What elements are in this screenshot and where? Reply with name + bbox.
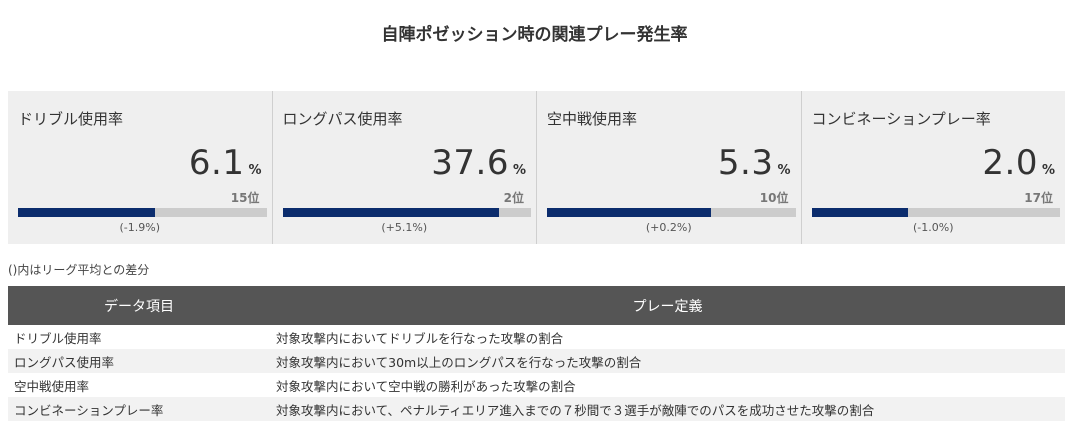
column-header-definition: プレー定義 xyxy=(270,286,1065,325)
progress-bar-fill xyxy=(547,208,711,217)
progress-bar-track xyxy=(282,208,531,217)
stat-value: 6.1 % xyxy=(189,143,262,183)
stat-value: 5.3 % xyxy=(718,143,791,183)
table-cell-definition: 対象攻撃内において、ペナルティエリア進入までの７秒間で３選手が敵陣でのパスを成功… xyxy=(270,397,1065,421)
table-cell-item: 空中戦使用率 xyxy=(14,378,90,394)
table-row: 空中戦使用率 対象攻撃内において空中戦の勝利があった攻撃の割合 xyxy=(8,373,1065,397)
stat-unit: % xyxy=(512,163,526,178)
stat-diff: (+5.1%) xyxy=(381,221,428,234)
table-cell-definition: 対象攻撃内においてドリブルを行なった攻撃の割合 xyxy=(276,330,564,346)
stat-number: 5.3 xyxy=(717,143,774,183)
stat-rank: 2位 xyxy=(503,191,524,205)
table-cell-definition: 対象攻撃内において空中戦の勝利があった攻撃の割合 xyxy=(276,378,576,394)
stat-rank: 15位 xyxy=(230,191,260,205)
progress-bar-fill xyxy=(18,208,155,217)
stat-unit: % xyxy=(248,163,262,178)
stat-value: 2.0 % xyxy=(982,143,1055,183)
stat-label: 空中戦使用率 xyxy=(547,110,638,128)
table-cell-definition: 対象攻撃内において30m以上のロングパスを行なった攻撃の割合 xyxy=(270,349,1065,373)
table-header-row: データ項目 プレー定義 xyxy=(8,286,1065,325)
stat-card-combination: コンビネーションプレー率 2.0 % 17位 (-1.0%) xyxy=(802,91,1066,244)
table-cell-item: ロングパス使用率 xyxy=(8,349,270,373)
stat-number: 37.6 xyxy=(431,143,509,183)
progress-bar-track xyxy=(811,208,1060,217)
footnote: ()内はリーグ平均との差分 xyxy=(8,263,150,277)
stats-panel: ドリブル使用率 6.1 % 15位 (-1.9%) ロングパス使用率 37.6 … xyxy=(8,91,1065,244)
table-row: ドリブル使用率 対象攻撃内においてドリブルを行なった攻撃の割合 xyxy=(8,325,1065,349)
stat-diff: (+0.2%) xyxy=(645,221,692,234)
column-header-item: データ項目 xyxy=(8,286,270,325)
stat-number: 2.0 xyxy=(982,143,1038,183)
stat-card-dribble: ドリブル使用率 6.1 % 15位 (-1.9%) xyxy=(8,91,273,244)
table-cell-item: ドリブル使用率 xyxy=(14,330,102,346)
stat-card-long-pass: ロングパス使用率 37.6 % 2位 (+5.1%) xyxy=(273,91,537,244)
stat-unit: % xyxy=(1041,163,1055,178)
stat-label: ドリブル使用率 xyxy=(18,110,124,128)
table-row: ロングパス使用率 対象攻撃内において30m以上のロングパスを行なった攻撃の割合 xyxy=(8,349,1065,373)
page-title: 自陣ポゼッション時の関連プレー発生率 xyxy=(381,25,688,45)
progress-bar-track xyxy=(547,208,796,217)
stat-rank: 17位 xyxy=(1024,191,1053,205)
definition-table: データ項目 プレー定義 ドリブル使用率 対象攻撃内においてドリブルを行なった攻撃… xyxy=(8,286,1065,421)
stat-diff: (-1.0%) xyxy=(913,221,954,234)
table-row: コンビネーションプレー率 対象攻撃内において、ペナルティエリア進入までの７秒間で… xyxy=(8,397,1065,421)
progress-bar-track xyxy=(18,208,267,217)
stat-label: ロングパス使用率 xyxy=(282,110,403,128)
stat-number: 6.1 xyxy=(188,143,245,183)
stat-diff: (-1.9%) xyxy=(119,221,161,234)
stat-value: 37.6 % xyxy=(431,143,526,183)
table-cell-item: コンビネーションプレー率 xyxy=(8,397,270,421)
stat-card-aerial: 空中戦使用率 5.3 % 10位 (+0.2%) xyxy=(537,91,802,244)
progress-bar-fill xyxy=(811,208,909,217)
progress-bar-fill xyxy=(282,208,499,217)
stat-rank: 10位 xyxy=(759,191,789,205)
stat-label: コンビネーションプレー率 xyxy=(811,110,991,128)
stat-unit: % xyxy=(777,163,791,178)
